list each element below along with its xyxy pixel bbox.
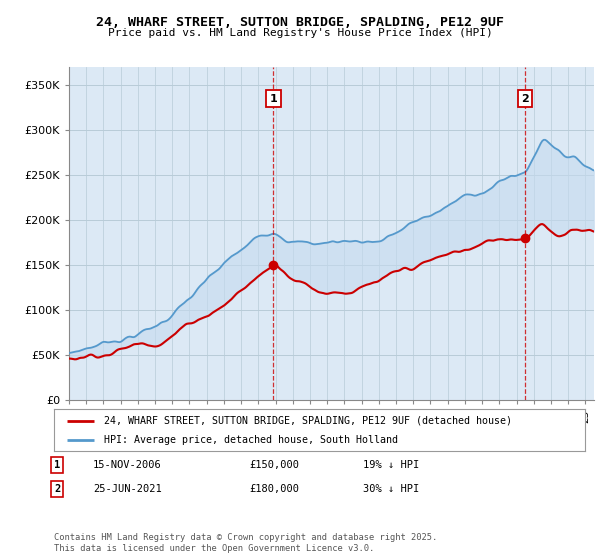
Text: HPI: Average price, detached house, South Holland: HPI: Average price, detached house, Sout… [104, 435, 398, 445]
Text: 19% ↓ HPI: 19% ↓ HPI [363, 460, 419, 470]
Text: 2: 2 [521, 94, 529, 104]
Text: 15-NOV-2006: 15-NOV-2006 [93, 460, 162, 470]
Text: Price paid vs. HM Land Registry's House Price Index (HPI): Price paid vs. HM Land Registry's House … [107, 28, 493, 38]
Text: 2: 2 [54, 484, 60, 494]
Text: 24, WHARF STREET, SUTTON BRIDGE, SPALDING, PE12 9UF: 24, WHARF STREET, SUTTON BRIDGE, SPALDIN… [96, 16, 504, 29]
Text: 24, WHARF STREET, SUTTON BRIDGE, SPALDING, PE12 9UF (detached house): 24, WHARF STREET, SUTTON BRIDGE, SPALDIN… [104, 416, 512, 426]
Text: £180,000: £180,000 [249, 484, 299, 494]
Text: 30% ↓ HPI: 30% ↓ HPI [363, 484, 419, 494]
Text: 1: 1 [269, 94, 277, 104]
Text: 25-JUN-2021: 25-JUN-2021 [93, 484, 162, 494]
Text: £150,000: £150,000 [249, 460, 299, 470]
Text: 1: 1 [54, 460, 60, 470]
Text: Contains HM Land Registry data © Crown copyright and database right 2025.
This d: Contains HM Land Registry data © Crown c… [54, 533, 437, 553]
